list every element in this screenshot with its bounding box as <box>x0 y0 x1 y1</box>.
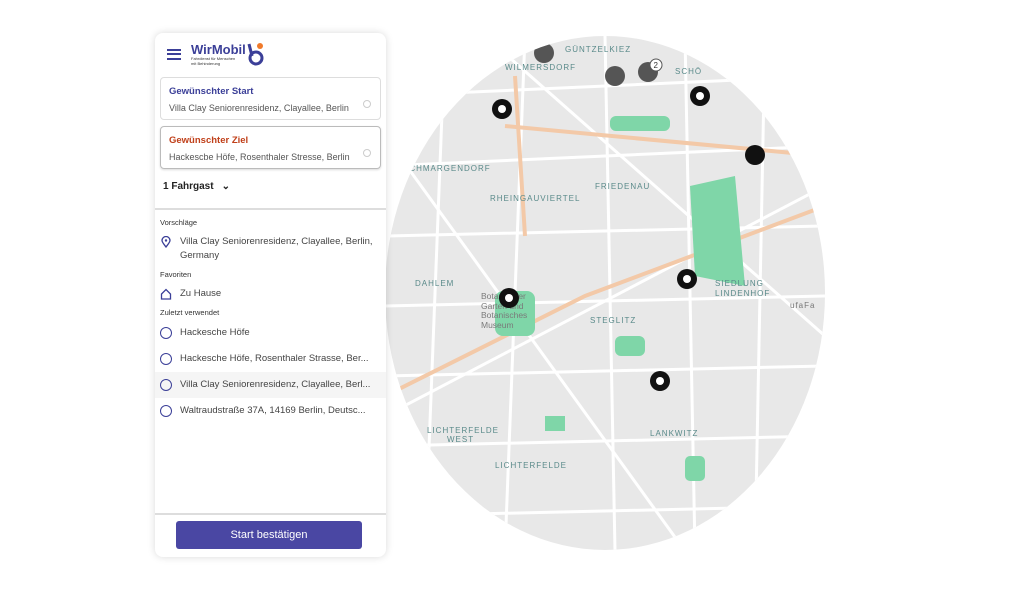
map-label: SCHMARGENDORF <box>403 164 491 173</box>
booking-panel: WirMobil Fahrdienst für Menschen mit Behi… <box>155 33 386 557</box>
map-label: LICHTERFELDE <box>495 461 567 470</box>
home-icon <box>160 288 172 300</box>
location-pin-icon <box>161 236 171 248</box>
confirm-start-button[interactable]: Start bestätigen <box>176 521 362 549</box>
section-title: Favoriten <box>160 270 192 279</box>
logo-mark-icon <box>247 43 264 66</box>
destination-label: Gewünschter Ziel <box>169 135 249 146</box>
map-label: SCHÖ <box>675 67 702 76</box>
item-label: Hackesche Höfe <box>180 327 250 338</box>
search-icon[interactable] <box>363 149 371 157</box>
cluster-count: 2 <box>654 61 659 70</box>
destination-field[interactable]: Gewünschter Ziel Hackescbe Höfe, Rosenth… <box>160 126 381 169</box>
section-title: Zuletzt verwendet <box>160 308 220 317</box>
list-item[interactable]: Hackesche Höfe <box>155 320 386 346</box>
map-label: WEST <box>447 435 474 444</box>
list-item[interactable]: Villa Clay Seniorenresidenz, Clayallee, … <box>155 230 386 268</box>
location-pin-icon[interactable] <box>499 288 519 308</box>
destination-value[interactable]: Hackescbe Höfe, Rosenthaler Stresse, Ber… <box>169 152 350 162</box>
map-label: STEGLITZ <box>590 316 636 325</box>
menu-icon[interactable] <box>167 48 181 60</box>
start-field[interactable]: Gewünschter Start Villa Clay Seniorenres… <box>160 77 381 120</box>
history-icon <box>160 379 172 391</box>
map[interactable]: GÜNTZELKIEZ WILMERSDORF SCHÖ SCHMARGENDO… <box>385 36 825 551</box>
item-label: Villa Clay Seniorenresidenz, Clayallee, … <box>180 379 371 390</box>
list-item[interactable]: Waltraudstraße 37A, 14169 Berlin, Deutsc… <box>155 398 386 424</box>
start-label: Gewünschter Start <box>169 86 254 97</box>
map-label: WILMERSDORF <box>505 63 576 72</box>
map-label: LINDENHOF <box>715 289 770 298</box>
item-label: Waltraudstraße 37A, 14169 Berlin, Deutsc… <box>180 405 366 416</box>
train-station-icon[interactable] <box>534 43 554 63</box>
map-label: LANKWITZ <box>650 429 698 438</box>
logo-title: WirMobil <box>191 41 246 57</box>
map-label: SIEDLUNG <box>715 279 764 288</box>
list-item[interactable]: Villa Clay Seniorenresidenz, Clayallee, … <box>155 372 386 398</box>
location-pin-icon[interactable] <box>690 86 710 106</box>
history-icon <box>160 353 172 365</box>
map-label: ufaFa <box>790 301 815 310</box>
history-icon <box>160 405 172 417</box>
location-pin-icon[interactable] <box>677 269 697 289</box>
section-title: Vorschläge <box>160 218 198 227</box>
map-label: FRIEDENAU <box>595 182 650 191</box>
list-item[interactable]: Zu Hause <box>155 282 386 306</box>
location-pin-icon[interactable] <box>492 99 512 119</box>
map-label: DAHLEM <box>415 279 454 288</box>
list-item[interactable]: Hackesche Höfe, Rosenthaler Strasse, Ber… <box>155 346 386 372</box>
train-station-icon[interactable] <box>745 145 765 165</box>
search-icon[interactable] <box>363 100 371 108</box>
item-label: Villa Clay Seniorenresidenz, Clayallee, … <box>180 236 373 261</box>
passenger-select[interactable]: 1 Fahrgast ⌄ <box>155 175 386 198</box>
logo-subtitle: Fahrdienst für Menschen mit Behinderung <box>191 55 236 66</box>
item-label: Zu Hause <box>180 288 222 299</box>
location-pin-icon[interactable] <box>650 371 670 391</box>
chevron-down-icon: ⌄ <box>221 181 230 192</box>
train-station-icon[interactable] <box>605 66 625 86</box>
history-icon <box>160 327 172 339</box>
start-value[interactable]: Villa Clay Seniorenresidenz, Clayallee, … <box>169 103 349 113</box>
item-label: Hackesche Höfe, Rosenthaler Strasse, Ber… <box>180 353 369 364</box>
passenger-count: 1 Fahrgast <box>163 181 214 192</box>
map-label: GÜNTZELKIEZ <box>565 45 631 54</box>
map-label: RHEINGAUVIERTEL <box>490 194 580 203</box>
map-label: LICHTERFELDE <box>427 426 499 435</box>
logo: WirMobil Fahrdienst für Menschen mit Behi… <box>191 42 266 66</box>
